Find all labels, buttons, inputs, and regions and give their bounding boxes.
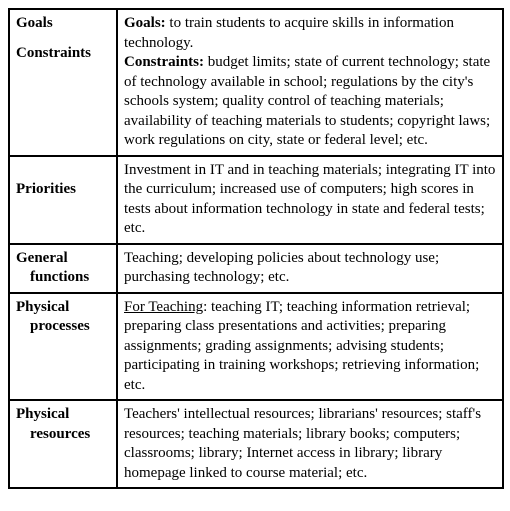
table-row: Physical resources Teachers' intellectua… bbox=[9, 400, 503, 488]
row-content: For Teaching: teaching IT; teaching info… bbox=[117, 293, 503, 401]
label-text: Physical bbox=[16, 406, 69, 422]
label-text: General bbox=[16, 250, 68, 266]
table-row: Goals Constraints Goals: to train studen… bbox=[9, 9, 503, 156]
content-text: to train students to acquire skills in i… bbox=[124, 15, 454, 51]
label-text: Goals bbox=[16, 14, 110, 34]
content-text: Teachers' intellectual resources; librar… bbox=[124, 406, 481, 481]
row-content: Investment in IT and in teaching materia… bbox=[117, 156, 503, 244]
row-content: Goals: to train students to acquire skil… bbox=[117, 9, 503, 156]
row-label-physical-processes: Physical processes bbox=[9, 293, 117, 401]
content-prefix: Goals: bbox=[124, 15, 166, 31]
content-prefix: Constraints: bbox=[124, 54, 204, 70]
table-row: Physical processes For Teaching: teachin… bbox=[9, 293, 503, 401]
label-text: Constraints bbox=[16, 44, 110, 64]
table-row: Priorities Investment in IT and in teach… bbox=[9, 156, 503, 244]
content-underline-prefix: For Teaching bbox=[124, 299, 203, 315]
label-text: Priorities bbox=[16, 181, 76, 197]
table-body: Goals Constraints Goals: to train studen… bbox=[9, 9, 503, 488]
label-text: Physical bbox=[16, 299, 69, 315]
table-row: General functions Teaching; developing p… bbox=[9, 244, 503, 293]
label-text: resources bbox=[16, 425, 110, 445]
row-label-general-functions: General functions bbox=[9, 244, 117, 293]
content-segment: For Teaching: teaching IT; teaching info… bbox=[124, 299, 479, 393]
content-text: Teaching; developing policies about tech… bbox=[124, 250, 439, 286]
row-label-physical-resources: Physical resources bbox=[9, 400, 117, 488]
content-segment: Goals: to train students to acquire skil… bbox=[124, 15, 454, 51]
label-text: functions bbox=[16, 268, 110, 288]
row-label-priorities: Priorities bbox=[9, 156, 117, 244]
content-text: Investment in IT and in teaching materia… bbox=[124, 162, 495, 237]
row-content: Teachers' intellectual resources; librar… bbox=[117, 400, 503, 488]
label-text: processes bbox=[16, 317, 110, 337]
row-label-goals-constraints: Goals Constraints bbox=[9, 9, 117, 156]
row-content: Teaching; developing policies about tech… bbox=[117, 244, 503, 293]
definitions-table: Goals Constraints Goals: to train studen… bbox=[8, 8, 504, 489]
content-segment: Constraints: budget limits; state of cur… bbox=[124, 54, 490, 148]
